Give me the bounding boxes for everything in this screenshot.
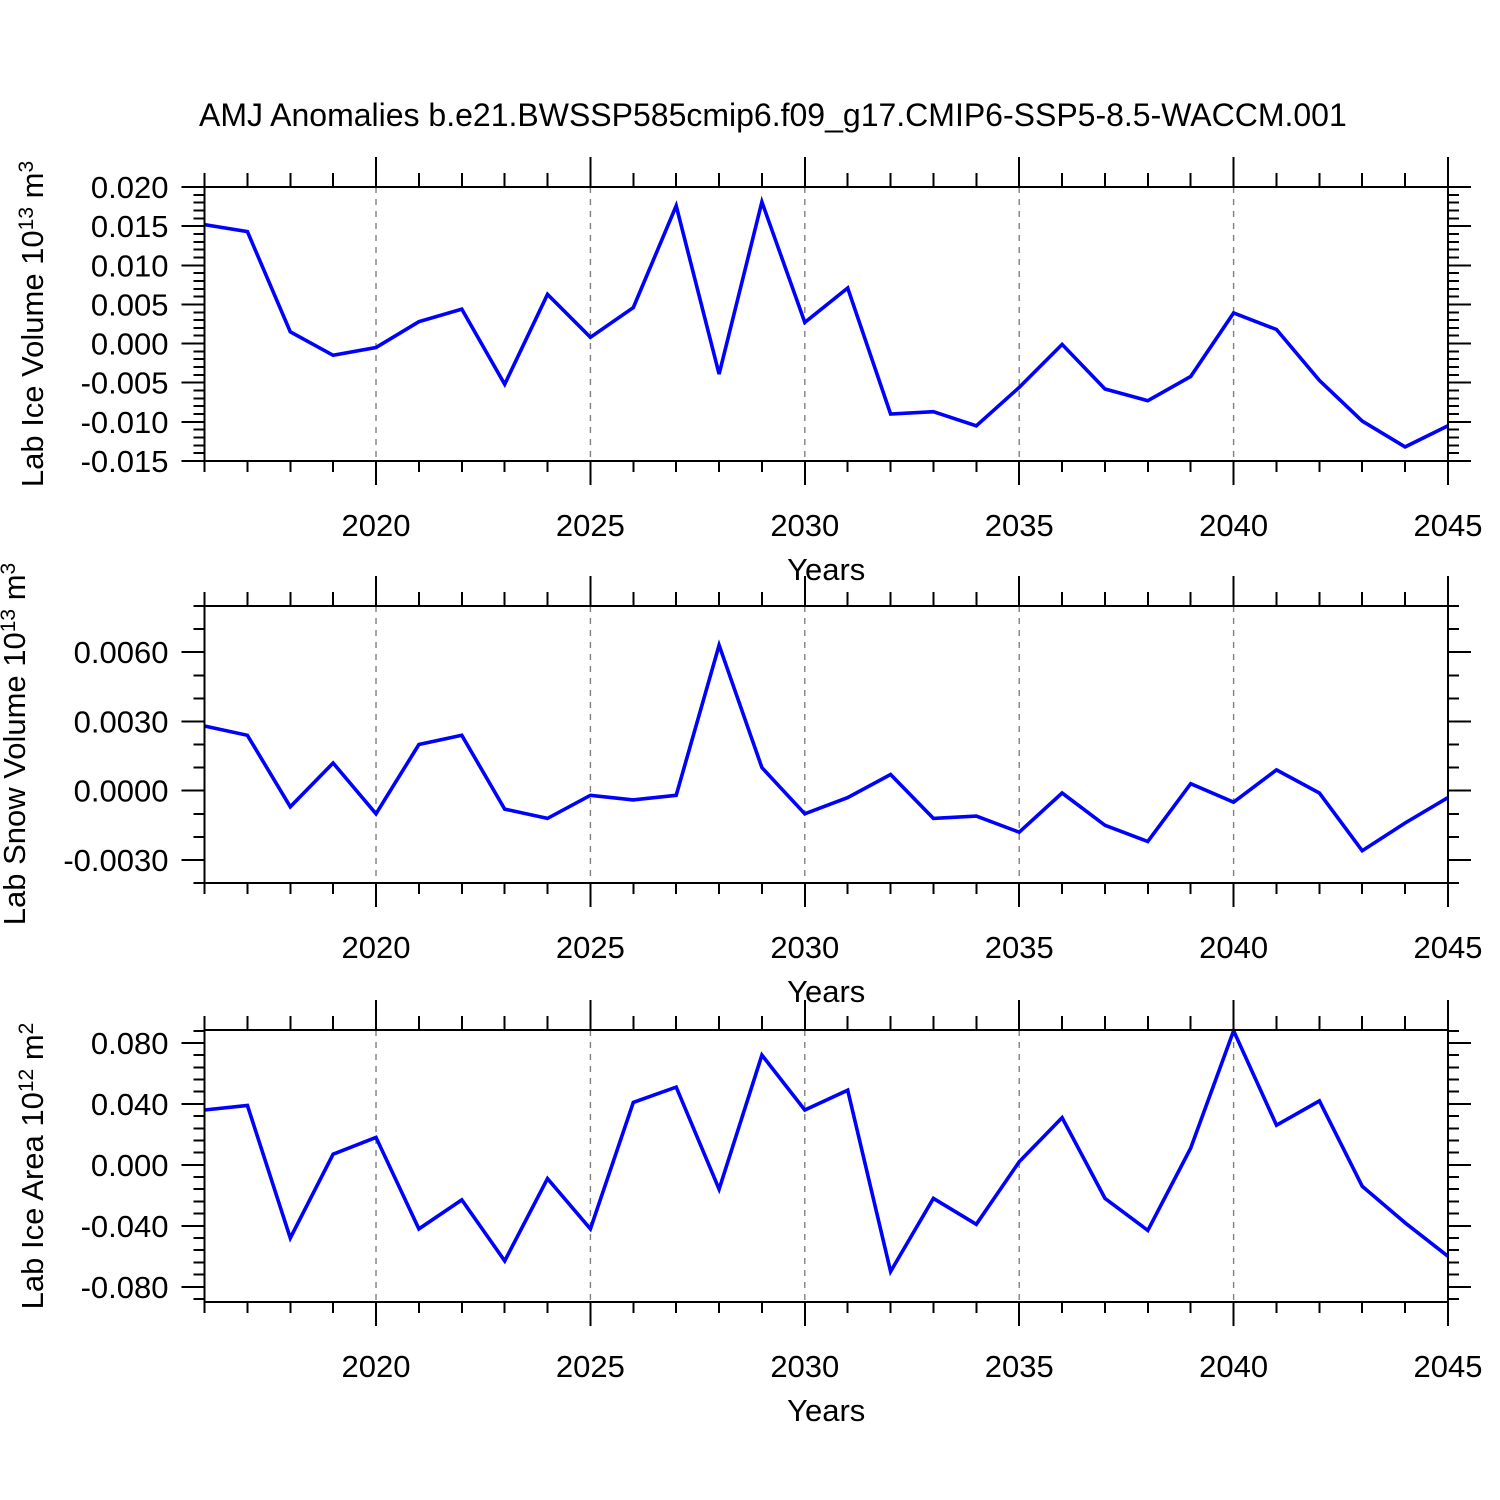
x-tick-label: 2030 [770,508,839,543]
x-tick-label: 2025 [556,930,625,965]
y-tick-label: -0.010 [81,405,169,440]
x-tick-label: 2045 [1414,508,1483,543]
x-tick-label: 2025 [556,1349,625,1384]
x-tick-label: 2030 [770,930,839,965]
y-tick-label: 0.080 [91,1026,169,1061]
data-line [204,1026,1450,1277]
y-tick-labels: 0.0060 0.0030 0.0000 -0.0030 [63,635,168,878]
y-tick-label: -0.040 [81,1209,169,1244]
x-tick-label: 2035 [985,1349,1054,1384]
x-tick-label: 2040 [1199,1349,1268,1384]
lab-snow-volume-panel: 0.0060 0.0030 0.0000 -0.0030 2020 2025 2030 203… [63,576,1482,1009]
x-tick-label: 2020 [342,1349,411,1384]
plot-frame [203,186,1449,462]
y-tick-label: -0.080 [81,1270,169,1305]
x-axis-title: Years [787,552,865,587]
plot-frame [203,1029,1449,1303]
x-tick-label: 2020 [342,508,411,543]
x-tick-label: 2030 [770,1349,839,1384]
x-tick-label: 2035 [985,508,1054,543]
data-line [204,195,1449,449]
y-tick-label: -0.005 [81,366,169,401]
y-tick-label: 0.0030 [74,704,169,739]
y-tick-label: 0.0060 [74,635,169,670]
gridlines [375,606,1235,883]
plot-frame [203,605,1449,884]
x-tick-label: 2025 [556,508,625,543]
y-tick-label: 0.005 [91,287,169,322]
y-tick-label: 0.0000 [74,774,169,809]
x-tick-label: 2040 [1199,930,1268,965]
y-tick-label: 0.000 [91,1148,169,1183]
x-tick-label: 2045 [1414,930,1483,965]
y-tick-labels: 0.080 0.040 0.000 -0.040 -0.080 [81,1026,169,1305]
x-tick-labels: 2020 2025 2030 2035 2040 2045 [342,508,1483,543]
y-tick-labels: 0.020 0.015 0.010 0.005 0.000 -0.005 -0.010 -0.… [81,170,169,479]
x-axis-title: Years [787,974,865,1009]
x-axis-title: Years [787,1393,865,1428]
y-tick-label: 0.010 [91,248,169,283]
y-tick-label: 0.020 [91,170,169,205]
y-tick-label: 0.015 [91,209,169,244]
y-tick-label: 0.000 [91,327,169,362]
x-tick-label: 2035 [985,930,1054,965]
x-tick-label: 2020 [342,930,411,965]
axis-ticks [181,576,1471,907]
x-tick-label: 2040 [1199,508,1268,543]
figure-title: AMJ Anomalies b.e21.BWSSP585cmip6.f09_g1… [199,97,1347,133]
axis-ticks [181,157,1471,485]
x-tick-label: 2045 [1414,1349,1483,1384]
x-tick-labels: 2020 2025 2030 2035 2040 2045 [342,1349,1483,1384]
y-tick-label: 0.040 [91,1087,169,1122]
data-line [204,639,1449,854]
y-tick-label: -0.015 [81,444,169,479]
gridlines [375,1030,1235,1302]
x-tick-labels: 2020 2025 2030 2035 2040 2045 [342,930,1483,965]
y-tick-label: -0.0030 [63,843,168,878]
axis-ticks [181,1000,1471,1326]
lab-ice-volume-panel: 0.020 0.015 0.010 0.005 0.000 -0.005 -0.010 -0.… [81,157,1483,587]
